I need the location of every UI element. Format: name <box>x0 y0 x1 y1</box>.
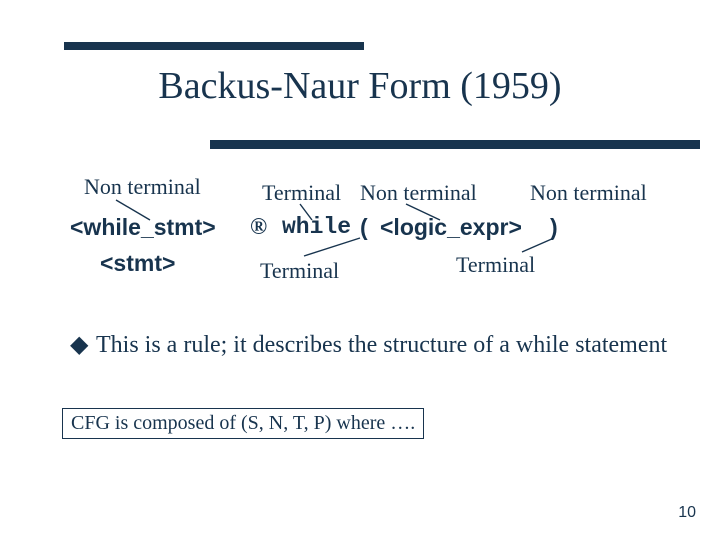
cfg-note-box: CFG is composed of (S, N, T, P) where …. <box>62 408 424 439</box>
bullet-icon: ◆ <box>70 330 96 360</box>
grammar-diagram: Non terminal Terminal Non terminal Non t… <box>70 168 690 308</box>
decor-bar-mid <box>210 140 700 149</box>
slide-title: Backus-Naur Form (1959) <box>0 64 720 108</box>
annotation-lines <box>70 168 690 308</box>
page-number: 10 <box>678 504 696 522</box>
decor-bar-top <box>64 42 364 50</box>
bullet-rule-description: ◆This is a rule; it describes the struct… <box>70 330 670 360</box>
bullet-text: This is a rule; it describes the structu… <box>96 332 667 358</box>
